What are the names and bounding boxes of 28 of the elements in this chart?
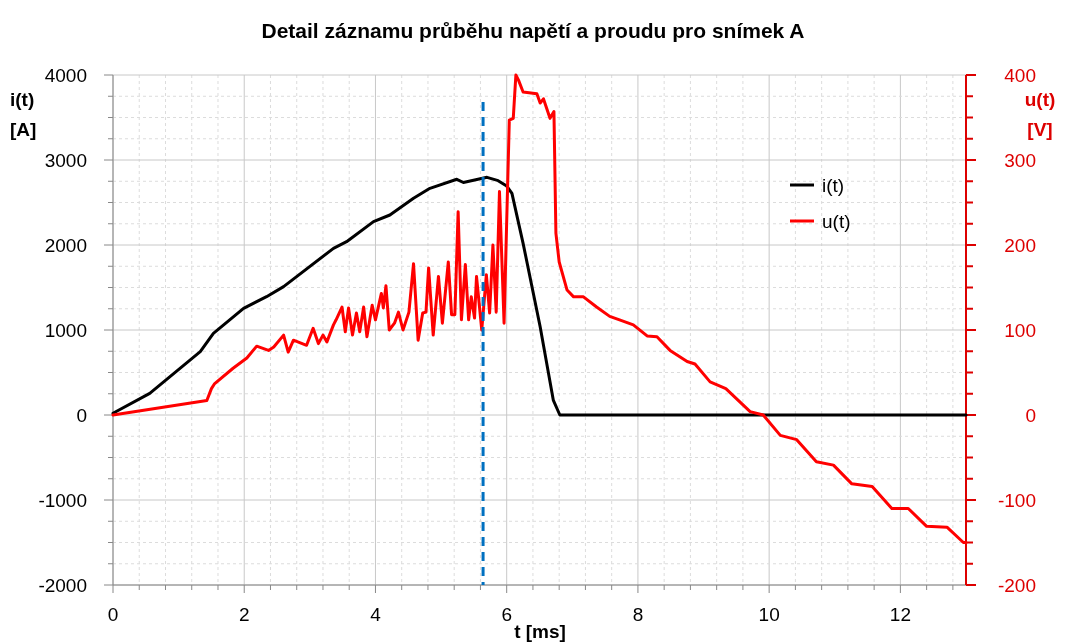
- y2-axis-title: u(t) [V]: [1024, 89, 1056, 140]
- y-tick-label: -1000: [38, 490, 87, 511]
- y2-tick-label: 100: [1004, 320, 1036, 341]
- x-tick-label: 12: [889, 604, 911, 625]
- legend-label: i(t): [822, 175, 845, 196]
- y-tick-label: -2000: [38, 575, 87, 596]
- y-tick-label: 3000: [44, 150, 87, 171]
- x-tick-label: 8: [632, 604, 644, 625]
- y2-tick-label: 200: [1004, 235, 1036, 256]
- y-tick-label: 2000: [44, 235, 87, 256]
- x-tick-label: 2: [238, 604, 250, 625]
- y2-tick-label: -200: [997, 575, 1036, 596]
- x-tick-label: 0: [107, 604, 119, 625]
- x-axis-title: t [ms]: [514, 621, 566, 642]
- line-series: [111, 175, 968, 417]
- x-tick-label: 4: [370, 604, 382, 625]
- y2-tick-label: 400: [1004, 65, 1036, 86]
- x-tick-label: 10: [758, 604, 780, 625]
- legend-label: u(t): [822, 211, 851, 232]
- y2-tick-label: 300: [1004, 150, 1036, 171]
- y-tick-label: 4000: [44, 65, 87, 86]
- x-tick-label: 6: [501, 604, 512, 625]
- y-axis-title: i(t) [A]: [10, 89, 37, 140]
- y-tick-label: 1000: [44, 320, 87, 341]
- y2-tick-label: -100: [997, 490, 1036, 511]
- y2-tick-label: 0: [1025, 405, 1036, 426]
- y-tick-label: 0: [76, 405, 87, 426]
- chart-title: Detail záznamu průběhu napětí a proudu pro snímek A: [261, 19, 805, 42]
